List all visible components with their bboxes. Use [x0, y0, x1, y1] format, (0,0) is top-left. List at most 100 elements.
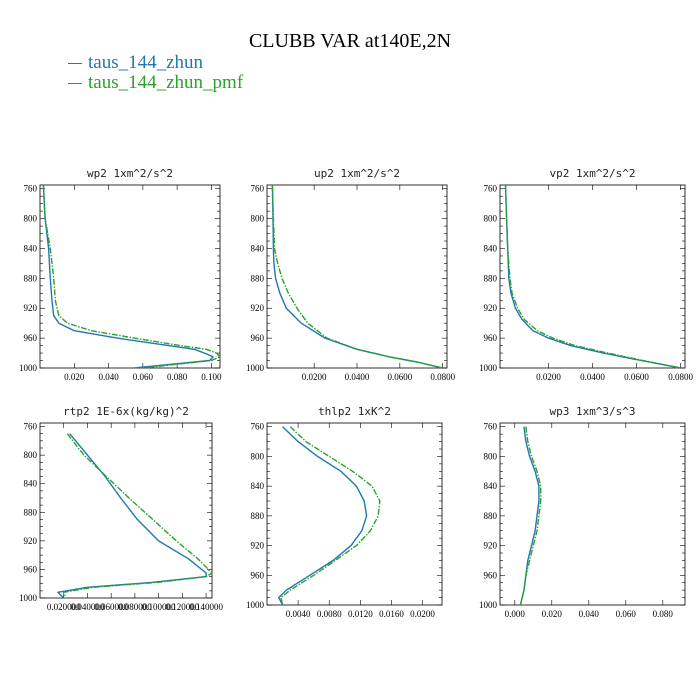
- series-line-4-0: [278, 426, 368, 605]
- ytick-label-4-800: 800: [251, 451, 265, 461]
- ytick-label-3-1000: 1000: [19, 593, 38, 603]
- panel-title-2: vp2 1xm^2/s^2: [549, 167, 635, 180]
- panel-title-3: rtp2 1E-6x(kg/kg)^2: [63, 405, 189, 418]
- ytick-label-4-1000: 1000: [246, 600, 265, 610]
- ytick-label-4-880: 880: [251, 511, 265, 521]
- xtick-label-4-3: 0.0160: [379, 609, 404, 619]
- xtick-label-2-3: 0.0800: [668, 372, 693, 382]
- legend-label-1: taus_144_zhun_pmf: [88, 72, 244, 93]
- xtick-label-0-1: 0.040: [98, 372, 119, 382]
- series-line-5-0: [519, 426, 540, 605]
- ytick-label-0-920: 920: [24, 303, 38, 313]
- xtick-label-5-3: 0.060: [616, 609, 637, 619]
- ytick-label-1-880: 880: [251, 273, 265, 283]
- series-line-2-1: [504, 185, 681, 368]
- ytick-label-4-840: 840: [251, 481, 265, 491]
- ytick-label-2-960: 960: [484, 333, 498, 343]
- xtick-label-5-0: 0.000: [505, 609, 526, 619]
- panel-0: wp2 1xm^2/s^2 760 800 840 880 920 960 1000 0.020…: [19, 167, 222, 382]
- ytick-label-2-1000: 1000: [479, 363, 498, 373]
- ytick-label-1-760: 760: [251, 184, 265, 194]
- panel-3: rtp2 1E-6x(kg/kg)^2 760 800 840 880 920 960 100…: [19, 405, 223, 612]
- legend: taus_144_zhun taus_144_zhun_pmf: [68, 53, 243, 93]
- series-line-0-1: [42, 185, 220, 368]
- ytick-label-0-840: 840: [24, 243, 38, 253]
- ytick-label-5-840: 840: [484, 481, 498, 491]
- panel-1: up2 1xm^2/s^2 760 800 840 880 920 960 1000 0.020…: [246, 167, 456, 382]
- ytick-label-5-960: 960: [484, 570, 498, 580]
- ytick-label-4-920: 920: [251, 541, 265, 551]
- panel-frame-4: [266, 422, 443, 606]
- ytick-label-3-960: 960: [24, 564, 38, 574]
- panel-frame-1: [266, 184, 448, 369]
- ytick-label-2-760: 760: [484, 184, 498, 194]
- ytick-label-2-800: 800: [484, 214, 498, 224]
- series-line-0-0: [42, 185, 214, 368]
- xtick-label-5-4: 0.080: [653, 609, 674, 619]
- ytick-label-1-1000: 1000: [246, 363, 265, 373]
- panel-title-5: wp3 1xm^3/s^3: [549, 405, 635, 418]
- series-line-1-0: [271, 185, 443, 368]
- ytick-label-3-800: 800: [24, 450, 38, 460]
- xtick-label-5-2: 0.040: [579, 609, 600, 619]
- ytick-label-3-920: 920: [24, 536, 38, 546]
- panel-frame-3: [39, 422, 213, 599]
- ytick-label-0-760: 760: [24, 184, 38, 194]
- xtick-label-4-1: 0.0080: [317, 609, 342, 619]
- xtick-label-0-4: 0.100: [201, 372, 222, 382]
- ytick-label-5-1000: 1000: [479, 600, 498, 610]
- ytick-label-0-960: 960: [24, 333, 38, 343]
- xtick-label-3-0: 0.020000: [47, 602, 81, 612]
- panel-frame-2: [499, 184, 686, 369]
- panel-2: vp2 1xm^2/s^2 760 800 840 880 920 960 1000 0.020…: [479, 167, 693, 382]
- legend-item-1: taus_144_zhun_pmf: [68, 73, 243, 93]
- xtick-label-5-1: 0.020: [542, 609, 563, 619]
- xtick-label-1-0: 0.0200: [302, 372, 327, 382]
- series-line-4-1: [280, 426, 381, 605]
- series-line-1-1: [271, 185, 443, 368]
- xtick-label-4-4: 0.0200: [410, 609, 435, 619]
- legend-label-0: taus_144_zhun: [88, 52, 204, 73]
- xtick-label-1-1: 0.0400: [345, 372, 370, 382]
- ytick-label-1-800: 800: [251, 214, 265, 224]
- ytick-label-0-880: 880: [24, 273, 38, 283]
- xtick-label-4-2: 0.0120: [348, 609, 373, 619]
- ytick-label-5-760: 760: [484, 422, 498, 432]
- ytick-label-4-760: 760: [251, 422, 265, 432]
- ytick-label-0-1000: 1000: [19, 363, 38, 373]
- ytick-label-2-840: 840: [484, 243, 498, 253]
- ytick-label-1-960: 960: [251, 333, 265, 343]
- xtick-label-4-0: 0.0040: [286, 609, 311, 619]
- xtick-label-0-0: 0.020: [64, 372, 85, 382]
- panel-4: thlp2 1xK^2 760 800 840 880 920 960 1000 0.0040 0…: [246, 405, 443, 619]
- ytick-label-3-760: 760: [24, 422, 38, 432]
- legend-swatch-0: [68, 62, 82, 64]
- xtick-label-3-4: 0.100000: [142, 602, 176, 612]
- panel-title-0: wp2 1xm^2/s^2: [87, 167, 173, 180]
- xtick-label-0-3: 0.080: [167, 372, 188, 382]
- series-line-2-0: [504, 185, 681, 368]
- ytick-label-5-880: 880: [484, 511, 498, 521]
- ytick-label-2-880: 880: [484, 273, 498, 283]
- xtick-label-3-6: 0.140000: [189, 602, 223, 612]
- series-line-5-1: [519, 426, 542, 605]
- ytick-label-5-800: 800: [484, 451, 498, 461]
- xtick-label-0-2: 0.060: [133, 372, 154, 382]
- xtick-label-3-2: 0.060000: [94, 602, 128, 612]
- chart-title: CLUBB VAR at140E,2N: [248, 30, 452, 52]
- xtick-label-1-2: 0.0600: [387, 372, 412, 382]
- ytick-label-2-920: 920: [484, 303, 498, 313]
- ytick-label-5-920: 920: [484, 541, 498, 551]
- xtick-label-1-3: 0.0800: [430, 372, 455, 382]
- series-line-3-0: [57, 433, 207, 598]
- panel-frame-5: [499, 422, 686, 606]
- ytick-label-0-800: 800: [24, 214, 38, 224]
- xtick-label-2-2: 0.0600: [624, 372, 649, 382]
- panel-5: wp3 1xm^3/s^3 760 800 840 880 920 960 1000 0.000…: [479, 405, 686, 619]
- legend-item-0: taus_144_zhun: [68, 53, 243, 73]
- xtick-label-3-1: 0.040000: [71, 602, 105, 612]
- ytick-label-3-840: 840: [24, 479, 38, 489]
- ytick-label-1-840: 840: [251, 243, 265, 253]
- xtick-label-2-1: 0.0400: [580, 372, 605, 382]
